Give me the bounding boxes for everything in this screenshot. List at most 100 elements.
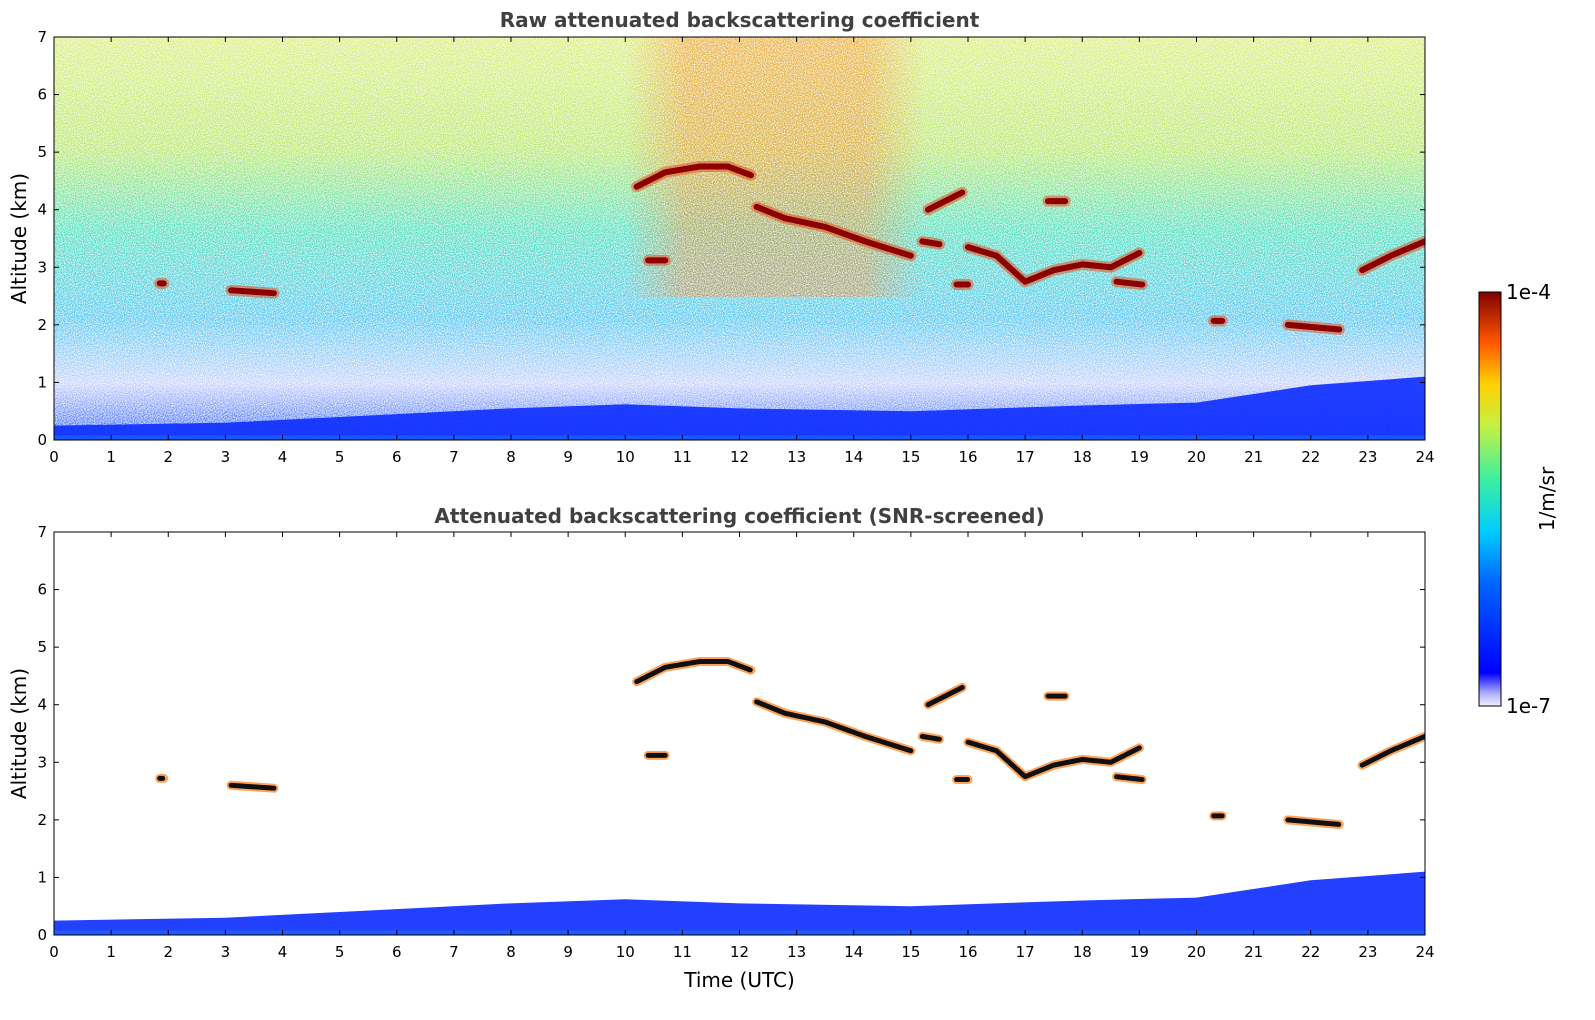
screened-y-tick-label: 2	[37, 811, 47, 829]
raw-x-tick-label: 4	[278, 448, 288, 466]
raw-x-tick-label: 2	[163, 448, 173, 466]
screened-x-tick-label: 24	[1415, 943, 1434, 961]
screened-x-tick-label: 2	[163, 943, 173, 961]
raw-x-tick-label: 22	[1301, 448, 1320, 466]
screened-boundary-layer-band	[54, 871, 1425, 935]
raw-x-tick-label: 0	[49, 448, 59, 466]
raw-speckle-noise	[54, 37, 1425, 440]
screened-panel-title: Attenuated backscattering coefficient (S…	[434, 504, 1044, 528]
screened-x-tick-label: 20	[1187, 943, 1206, 961]
screened-x-tick-label: 21	[1244, 943, 1263, 961]
screened-x-tick-label: 3	[221, 943, 231, 961]
screened-cloud-layers	[155, 657, 1425, 829]
screened-cloud-layer	[925, 684, 965, 708]
screened-x-tick-label: 4	[278, 943, 288, 961]
screened-x-tick-label: 9	[563, 943, 573, 961]
raw-cloud-layer	[633, 163, 754, 190]
raw-x-axis: 0 1 2 3 4 5 6 7 8 9 10 11 12 13 14 15 16 17 18 19 20 21 22 23 24	[49, 37, 1435, 466]
screened-x-tick-label: 6	[392, 943, 402, 961]
screened-y-tick-label: 0	[37, 926, 47, 944]
raw-cloud-layer	[925, 189, 966, 213]
screened-x-tick-label: 11	[673, 943, 692, 961]
raw-cloud-layer	[753, 203, 914, 259]
raw-x-tick-label: 23	[1358, 448, 1377, 466]
raw-cloud-layer	[1284, 321, 1343, 333]
colorbar: 1e-4 1e-7 1/m/sr	[1478, 280, 1559, 718]
screened-y-tick-label: 3	[37, 753, 47, 771]
raw-x-tick-label: 8	[506, 448, 516, 466]
colorbar-unit-label: 1/m/sr	[1535, 466, 1559, 531]
screened-x-axis: 0 1 2 3 4 5 6 7 8 9 10 11 12 13 14 15 16 17 18 19 20 21 22 23 24	[49, 532, 1435, 961]
raw-x-tick-label: 13	[787, 448, 806, 466]
screened-x-tick-label: 12	[730, 943, 749, 961]
screened-y-tick-label: 5	[37, 638, 47, 656]
raw-y-tick-label: 5	[37, 143, 47, 161]
raw-x-tick-label: 9	[563, 448, 573, 466]
colorbar-max-label: 1e-4	[1506, 280, 1551, 304]
screened-x-tick-label: 17	[1016, 943, 1035, 961]
raw-cloud-layers	[154, 161, 1425, 335]
raw-y-tick-label: 6	[37, 86, 47, 104]
raw-x-tick-label: 11	[673, 448, 692, 466]
raw-y-axis-label: Altitude (km)	[7, 173, 31, 304]
raw-x-tick-label: 5	[335, 448, 345, 466]
screened-cloud-layer	[754, 699, 914, 754]
screened-x-tick-label: 23	[1358, 943, 1377, 961]
raw-x-tick-label: 6	[392, 448, 402, 466]
screened-x-tick-label: 22	[1301, 943, 1320, 961]
screened-x-tick-label: 0	[49, 943, 59, 961]
screened-y-tick-label: 6	[37, 581, 47, 599]
screened-cloud-layer	[634, 659, 754, 685]
screened-x-tick-label: 14	[844, 943, 863, 961]
raw-x-tick-label: 17	[1016, 448, 1035, 466]
screened-cloud-layer	[919, 733, 942, 742]
screened-y-axis: 0 1 2 3 4 5 6 7	[37, 523, 1425, 944]
colorbar-gradient	[1478, 291, 1502, 707]
screened-x-tick-label: 18	[1073, 943, 1092, 961]
screened-x-tick-label: 1	[106, 943, 116, 961]
screened-cloud-layer	[1285, 817, 1342, 827]
screened-cloud-layer	[228, 782, 277, 791]
raw-y-tick-label: 7	[37, 28, 47, 46]
screened-y-axis-label: Altitude (km)	[7, 668, 31, 799]
raw-panel: Raw attenuated backscattering coefficien…	[7, 8, 1435, 466]
screened-panel: Attenuated backscattering coefficient (S…	[7, 504, 1435, 992]
raw-x-tick-label: 18	[1073, 448, 1092, 466]
raw-x-tick-label: 16	[958, 448, 977, 466]
raw-x-tick-label: 21	[1244, 448, 1263, 466]
raw-y-tick-label: 1	[37, 373, 47, 391]
raw-y-tick-label: 2	[37, 316, 47, 334]
screened-x-tick-label: 13	[787, 943, 806, 961]
raw-cloud-layer	[919, 238, 943, 248]
screened-x-tick-label: 19	[1130, 943, 1149, 961]
raw-cloud-layer	[1113, 278, 1146, 288]
raw-x-tick-label: 7	[449, 448, 459, 466]
raw-y-tick-label: 4	[37, 201, 47, 219]
raw-x-tick-label: 14	[844, 448, 863, 466]
screened-x-tick-label: 8	[506, 943, 516, 961]
raw-panel-title: Raw attenuated backscattering coefficien…	[500, 8, 980, 32]
raw-x-tick-label: 20	[1187, 448, 1206, 466]
raw-y-tick-label: 0	[37, 431, 47, 449]
screened-x-tick-label: 10	[616, 943, 635, 961]
raw-boundary-layer-band	[54, 376, 1425, 440]
screened-cloud-layer	[1359, 733, 1425, 768]
raw-x-tick-label: 19	[1130, 448, 1149, 466]
screened-y-tick-label: 1	[37, 868, 47, 886]
raw-x-tick-label: 24	[1415, 448, 1434, 466]
raw-x-tick-label: 10	[616, 448, 635, 466]
screened-background	[54, 532, 1425, 935]
raw-x-tick-label: 15	[901, 448, 920, 466]
colorbar-min-label: 1e-7	[1506, 694, 1551, 718]
raw-y-axis: 0 1 2 3 4 5 6 7	[37, 28, 1425, 449]
raw-cloud-layer	[965, 244, 1143, 285]
screened-x-tick-label: 5	[335, 943, 345, 961]
screened-x-tick-label: 7	[449, 943, 459, 961]
raw-x-tick-label: 3	[221, 448, 231, 466]
raw-x-tick-label: 12	[730, 448, 749, 466]
raw-cloud-layer	[1359, 238, 1425, 274]
screened-x-tick-label: 16	[958, 943, 977, 961]
raw-y-tick-label: 3	[37, 258, 47, 276]
x-axis-label: Time (UTC)	[683, 968, 795, 992]
